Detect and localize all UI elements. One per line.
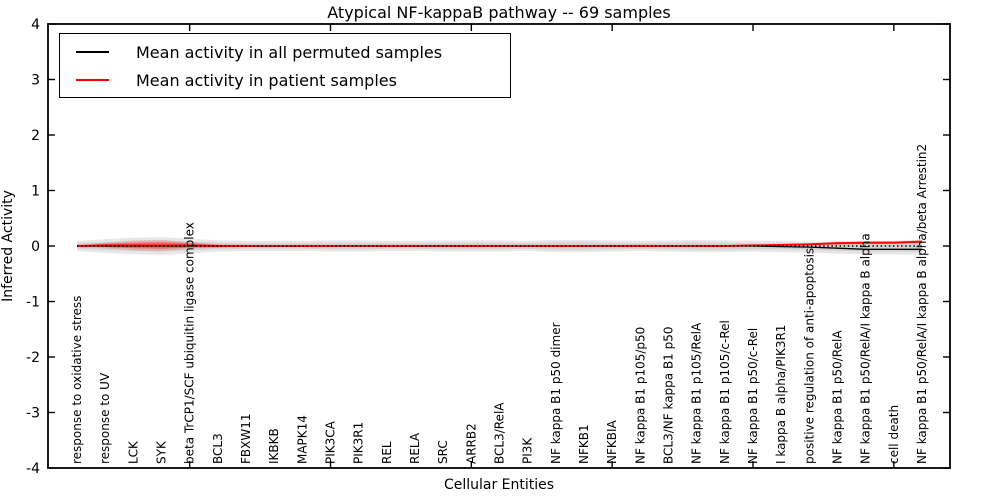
x-category-label: REL xyxy=(380,441,394,464)
x-category-label: SYK xyxy=(155,440,169,464)
x-category-label: NF kappa B1 p50/RelA xyxy=(831,330,845,464)
legend-label-patient: Mean activity in patient samples xyxy=(136,70,397,90)
x-category-label: positive regulation of anti-apoptosis xyxy=(802,248,816,464)
x-category-label: LCK xyxy=(126,440,140,464)
x-category-label: NFKB1 xyxy=(577,424,591,464)
x-category-label: beta TrCP1/SCF ubiquitin ligase complex xyxy=(183,222,197,464)
x-category-label: PI3K xyxy=(521,437,535,464)
legend-item-patient: Mean activity in patient samples xyxy=(60,66,510,94)
x-category-label: response to oxidative stress xyxy=(70,296,84,464)
y-tick-label: 1 xyxy=(31,184,40,200)
x-category-label: NF kappa B1 p105/p50 xyxy=(633,327,647,464)
y-tick-label: 3 xyxy=(31,73,40,89)
x-category-label: BCL3/NF kappa B1 p50 xyxy=(662,326,676,464)
x-category-label: BCL3 xyxy=(211,433,225,464)
y-tick-label: 4 xyxy=(31,17,40,33)
y-tick-label: -3 xyxy=(26,406,40,422)
x-category-label: I kappa B alpha/PIK3R1 xyxy=(774,325,788,464)
x-category-label: PIK3CA xyxy=(324,420,338,464)
x-category-label: ARRB2 xyxy=(464,423,478,464)
permuted-line-swatch xyxy=(76,51,109,53)
x-category-label: IKBKB xyxy=(267,428,281,464)
x-category-label: NFKBIA xyxy=(605,419,619,464)
x-category-label: NF kappa B1 p50/RelA/I kappa B alpha/bet… xyxy=(915,144,929,464)
x-category-label: response to UV xyxy=(98,372,112,464)
x-category-label: NF kappa B1 p50/c-Rel xyxy=(746,328,760,464)
x-category-label: NF kappa B1 p50/RelA/I kappa B alpha xyxy=(859,233,873,464)
y-tick-label: 0 xyxy=(31,239,40,255)
patient-line-swatch xyxy=(76,79,109,81)
legend-item-permuted: Mean activity in all permuted samples xyxy=(60,38,510,66)
x-category-label: SRC xyxy=(436,440,450,464)
y-tick-label: -4 xyxy=(26,461,40,477)
chart-title: Atypical NF-kappaB pathway -- 69 samples xyxy=(327,3,671,22)
x-category-label: RELA xyxy=(408,432,422,464)
x-category-label: MAPK14 xyxy=(295,415,309,464)
x-axis-title: Cellular Entities xyxy=(443,477,555,493)
y-axis-title: Inferred Activity xyxy=(0,190,16,302)
legend: Mean activity in all permuted samples Me… xyxy=(59,33,511,98)
patient-range-inner-band xyxy=(77,240,922,249)
x-category-label: NF kappa B1 p105/c-Rel xyxy=(718,320,732,464)
x-category-label: BCL3/RelA xyxy=(493,402,507,464)
y-tick-label: 2 xyxy=(31,128,40,144)
y-tick-label: -2 xyxy=(26,350,40,366)
y-tick-label: -1 xyxy=(26,295,40,311)
x-category-label: PIK3R1 xyxy=(352,422,366,464)
legend-label-permuted: Mean activity in all permuted samples xyxy=(136,42,443,62)
x-category-label: NF kappa B1 p105/RelA xyxy=(690,322,704,464)
x-category-label: NF kappa B1 p50 dimer xyxy=(549,322,563,464)
x-category-label: FBXW11 xyxy=(239,414,253,465)
x-category-label: cell death xyxy=(887,405,901,464)
